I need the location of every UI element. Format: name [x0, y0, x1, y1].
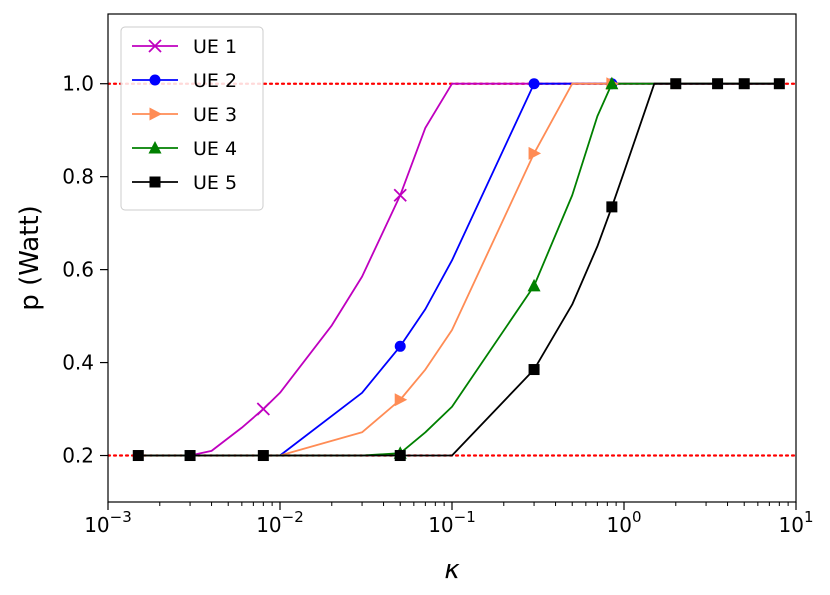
- data-point-ue-5: [712, 78, 724, 90]
- legend-item-ue-1: UE 1: [132, 36, 237, 58]
- data-point-ue-5: [670, 78, 682, 90]
- x-axis-title: κ: [444, 555, 460, 585]
- data-point-ue-5: [132, 450, 144, 462]
- legend-marker-ue-1: [148, 39, 162, 53]
- data-point-ue-5: [257, 450, 269, 462]
- legend-label: UE 3: [193, 104, 237, 126]
- legend-marker-ue-3: [149, 107, 162, 121]
- data-point-ue-2: [528, 78, 540, 90]
- data-point-ue-5: [738, 78, 750, 90]
- data-point-ue-4: [605, 76, 619, 90]
- data-point-ue-3: [528, 146, 542, 160]
- legend-marker-ue-4: [148, 141, 162, 154]
- x-tick-label: 10−3: [84, 508, 132, 537]
- legend-label: UE 1: [193, 36, 237, 58]
- legend-label: UE 4: [193, 138, 237, 160]
- legend-label: UE 2: [193, 70, 237, 92]
- legend-box: [120, 26, 264, 211]
- y-tick-label: 0.6: [62, 258, 94, 282]
- x-axis: 10−3 10−2 10−1 100 101: [84, 502, 814, 537]
- legend-item-ue-4: UE 4: [132, 138, 237, 160]
- data-point-ue-5: [528, 364, 540, 376]
- y-tick-label: 0.8: [62, 165, 94, 189]
- y-tick-label: 0.4: [62, 351, 94, 375]
- data-point-ue-3: [394, 393, 408, 407]
- data-point-ue-1: [393, 188, 407, 202]
- data-point-ue-5: [394, 450, 406, 462]
- data-point-ue-5: [606, 201, 618, 213]
- y-tick-label: 1.0: [62, 72, 94, 96]
- legend-label: UE 5: [193, 172, 237, 194]
- legend-marker-ue-2: [149, 74, 161, 86]
- legend: UE 1 UE 2 UE 3 UE 4 UE 5: [120, 26, 264, 211]
- x-tick-label: 101: [779, 508, 814, 537]
- y-axis-title: p (Watt): [15, 205, 45, 310]
- data-point-ue-5: [773, 78, 785, 90]
- y-axis: 0.2 0.4 0.6 0.8 1.0: [62, 72, 108, 468]
- data-point-ue-5: [184, 450, 196, 462]
- series-markers: [132, 76, 785, 462]
- x-tick-label: 10−2: [256, 508, 304, 537]
- y-tick-label: 0.2: [62, 444, 94, 468]
- legend-item-ue-3: UE 3: [132, 104, 237, 126]
- legend-item-ue-5: UE 5: [132, 172, 237, 194]
- series-line-ue-5: [138, 82, 780, 457]
- legend-item-ue-2: UE 2: [132, 70, 237, 92]
- x-tick-label: 100: [607, 508, 642, 537]
- data-point-ue-4: [527, 278, 541, 292]
- legend-marker-ue-5: [149, 176, 161, 188]
- data-point-ue-2: [394, 340, 406, 352]
- x-tick-label: 10−1: [428, 508, 476, 537]
- data-point-ue-1: [256, 402, 270, 416]
